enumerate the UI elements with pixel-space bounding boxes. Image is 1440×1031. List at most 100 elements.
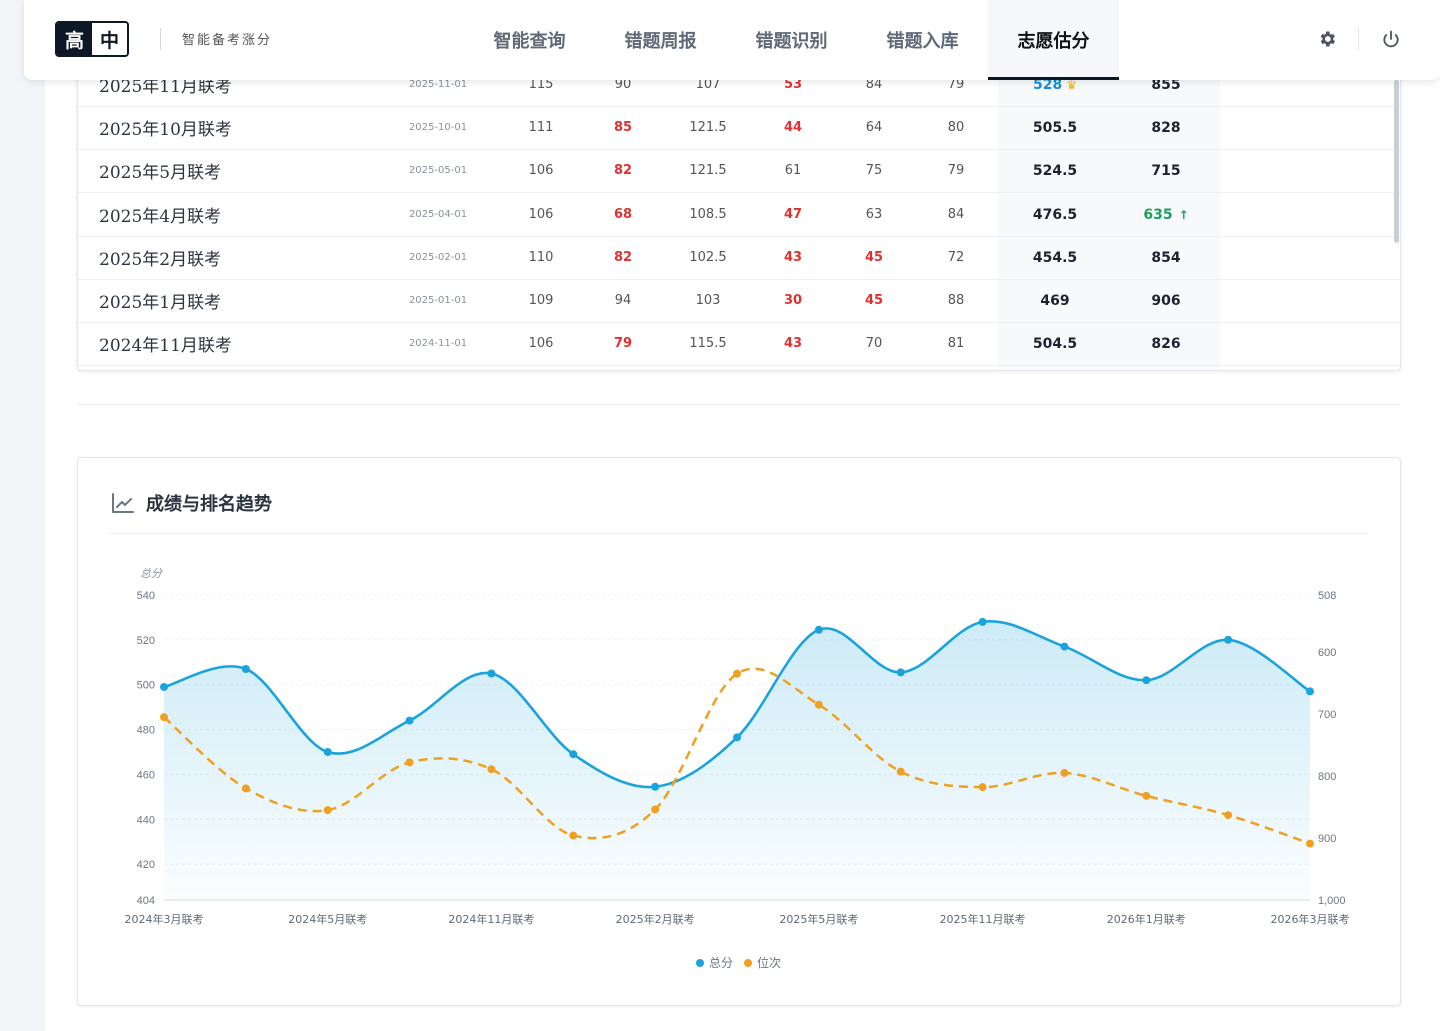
rank-number: 828 xyxy=(1151,119,1181,136)
subject-score: 79 xyxy=(947,77,965,92)
table-row[interactable]: 2025年11月联考 2025-11-01 115 90 107 53 84 79 528 ♛ 85… xyxy=(78,63,1400,107)
top-navigation-bar: 高 中 智能备考涨分 智能查询 错题周报 错题识别 错题入库 志愿估分 xyxy=(24,0,1440,80)
table-row[interactable]: 2025年1月联考 2025-01-01 109 94 103 30 45 88 469 906 xyxy=(78,279,1400,323)
nav-smart-query[interactable]: 智能查询 xyxy=(493,31,566,52)
subject-score: 82 xyxy=(613,250,633,265)
rank-value: 715 xyxy=(1112,163,1220,179)
table-row[interactable]: 2025年10月联考 2025-10-01 111 85 121.5 44 64 80 505.… xyxy=(78,106,1400,150)
total-score: 524.5 xyxy=(998,163,1112,179)
data-point xyxy=(160,713,168,722)
data-point xyxy=(405,758,414,767)
chart-title: 成绩与排名趋势 xyxy=(146,494,272,515)
subject-score: 61 xyxy=(784,163,802,178)
subject-score: 103 xyxy=(695,293,721,308)
section-divider xyxy=(77,404,1401,405)
right-tick-label: 508 xyxy=(1318,590,1336,602)
rank-value: 855 xyxy=(1112,77,1220,93)
exam-date: 2025-04-01 xyxy=(408,209,468,220)
subject-score: 30 xyxy=(783,293,803,308)
nav-mistake-recognition[interactable]: 错题识别 xyxy=(755,31,828,52)
subject-score: 70 xyxy=(865,336,883,351)
subject-score: 79 xyxy=(947,163,965,178)
app-logo[interactable]: 高 中 xyxy=(55,21,129,57)
x-tick-label: 2025年11月联考 xyxy=(940,912,1026,926)
exam-name: 2024年11月联考 xyxy=(99,336,232,356)
data-point xyxy=(896,767,905,776)
total-score: 454.5 xyxy=(998,250,1112,266)
logo-left-char: 高 xyxy=(57,23,92,55)
series-line xyxy=(163,667,1311,845)
data-point xyxy=(978,617,987,626)
total-score: 528 ♛ xyxy=(998,77,1112,93)
subject-score: 43 xyxy=(783,336,803,351)
subject-score: 90 xyxy=(614,77,632,92)
exam-name: 2025年5月联考 xyxy=(99,163,222,183)
nav-score-estimate[interactable]: 志愿估分 xyxy=(988,0,1119,80)
x-tick-label: 2024年11月联考 xyxy=(448,912,534,926)
exam-date: 2025-11-01 xyxy=(408,79,468,90)
gear-icon[interactable] xyxy=(1316,28,1338,50)
subject-score: 68 xyxy=(613,207,633,222)
data-point xyxy=(323,806,332,815)
table-row[interactable]: 2025年4月联考 2025-04-01 106 68 108.5 47 63 84 476.5… xyxy=(78,193,1400,237)
x-tick-label: 2026年1月联考 xyxy=(1107,912,1186,926)
subject-score: 115 xyxy=(528,77,554,92)
data-point xyxy=(1142,791,1151,800)
rank-value: 906 xyxy=(1112,293,1220,309)
subject-score: 84 xyxy=(947,207,965,222)
legend-label: 位次 xyxy=(757,955,781,970)
right-tick-label: 700 xyxy=(1318,709,1336,721)
rank-number: 854 xyxy=(1151,249,1181,266)
rank-number: 826 xyxy=(1151,335,1181,352)
logo-right-char: 中 xyxy=(92,23,127,55)
table-scrollbar[interactable] xyxy=(1394,80,1399,243)
subject-score: 102.5 xyxy=(689,250,727,265)
rank-number: 715 xyxy=(1151,162,1181,179)
subject-score: 107 xyxy=(695,77,721,92)
rank-number: 635 xyxy=(1143,206,1173,223)
table-row[interactable]: 2024年11月联考 2024-11-01 106 79 115.5 43 70 81 504.… xyxy=(78,322,1400,366)
subject-score: 64 xyxy=(865,120,883,135)
line-chart-icon xyxy=(112,493,134,513)
x-tick-label: 2025年5月联考 xyxy=(779,912,858,926)
main-nav: 智能查询 错题周报 错题识别 错题入库 志愿估分 xyxy=(464,0,1119,80)
table-row[interactable]: 2025年5月联考 2025-05-01 106 82 121.5 61 75 79 524.5… xyxy=(78,149,1400,193)
data-point xyxy=(814,625,823,634)
data-point xyxy=(1142,676,1151,685)
subject-score: 111 xyxy=(528,120,554,135)
left-tick-label: 500 xyxy=(137,680,155,692)
data-point xyxy=(733,669,741,678)
exam-name: 2025年2月联考 xyxy=(99,250,222,270)
subject-score: 47 xyxy=(783,207,803,222)
subject-score: 81 xyxy=(947,336,965,351)
left-tick-label: 520 xyxy=(137,635,155,647)
chart-title-divider xyxy=(109,533,1369,534)
subject-score: 88 xyxy=(947,293,965,308)
total-score: 505.5 xyxy=(998,120,1112,136)
subject-score: 85 xyxy=(613,120,633,135)
nav-weekly-report[interactable]: 错题周报 xyxy=(624,31,697,52)
rank-value: 828 xyxy=(1112,120,1220,136)
exam-name: 2025年1月联考 xyxy=(99,293,222,313)
total-score: 504.5 xyxy=(998,336,1112,352)
left-axis-title: 总分 xyxy=(140,567,163,580)
subject-score: 121.5 xyxy=(689,120,727,135)
exam-date: 2025-02-01 xyxy=(408,252,468,263)
data-point xyxy=(1224,811,1233,820)
x-tick-label: 2024年5月联考 xyxy=(288,912,367,926)
table-row[interactable]: 2025年2月联考 2025-02-01 110 82 102.5 43 45 72 454.5… xyxy=(78,236,1400,280)
subject-score: 109 xyxy=(528,293,554,308)
total-score: 476.5 xyxy=(998,207,1112,223)
data-point xyxy=(1306,687,1314,696)
total-score-value: 528 xyxy=(1033,76,1063,93)
subject-score: 110 xyxy=(528,250,554,265)
rank-number: 855 xyxy=(1151,76,1181,93)
data-point xyxy=(487,669,496,678)
subject-score: 108.5 xyxy=(689,207,727,222)
nav-mistake-library[interactable]: 错题入库 xyxy=(886,31,959,52)
subject-score: 80 xyxy=(947,120,965,135)
exam-date: 2025-05-01 xyxy=(408,165,468,176)
left-tick-label: 540 xyxy=(137,590,155,602)
logo-divider xyxy=(160,28,161,50)
power-icon[interactable] xyxy=(1380,28,1402,50)
